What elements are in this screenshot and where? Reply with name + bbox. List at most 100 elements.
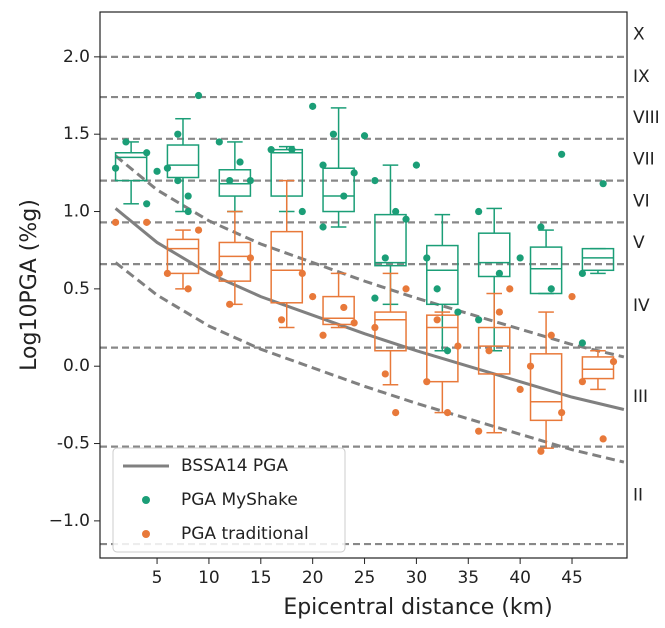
box — [374, 213, 407, 267]
x-tick-label: 45 — [561, 568, 583, 588]
point — [298, 207, 306, 216]
box — [477, 232, 511, 278]
legend-label: PGA MyShake — [181, 490, 298, 510]
box — [529, 353, 563, 422]
bound-line — [114, 154, 625, 359]
point — [537, 447, 545, 455]
x-tick-label: 10 — [198, 568, 220, 588]
intensity-label: X — [633, 24, 645, 44]
point — [475, 207, 483, 216]
point — [340, 303, 348, 312]
point — [246, 176, 255, 185]
legend-box — [112, 447, 346, 553]
point — [194, 226, 203, 234]
point — [495, 269, 503, 277]
point — [184, 192, 192, 200]
point — [143, 200, 151, 208]
point — [516, 254, 524, 262]
box — [218, 241, 252, 282]
x-tick-label: 5 — [152, 568, 163, 588]
point — [371, 176, 379, 185]
point — [143, 218, 151, 226]
box — [529, 246, 563, 295]
point — [226, 176, 234, 185]
point — [111, 164, 120, 172]
point — [516, 385, 524, 394]
point — [578, 378, 586, 386]
legend-swatch — [142, 496, 150, 504]
y-tick-label: 2.0 — [63, 47, 90, 67]
point — [184, 207, 192, 216]
point — [599, 435, 607, 443]
point — [547, 331, 555, 339]
legend-label: PGA traditional — [181, 524, 309, 544]
intensity-label: VII — [633, 150, 655, 170]
point — [475, 427, 483, 435]
point — [163, 269, 172, 277]
point — [485, 347, 493, 355]
bound-line — [114, 261, 625, 464]
box — [374, 311, 407, 352]
box — [166, 144, 200, 179]
point — [309, 293, 317, 301]
point — [350, 319, 358, 327]
box — [426, 244, 459, 306]
point — [184, 285, 192, 293]
point — [537, 223, 545, 231]
point — [319, 223, 327, 231]
point — [443, 347, 452, 355]
intensity-label: III — [633, 387, 648, 407]
y-tick-label: -0.5 — [57, 434, 90, 454]
point — [381, 370, 389, 378]
point — [319, 331, 327, 339]
point — [319, 161, 327, 169]
point — [392, 409, 400, 417]
point — [475, 316, 483, 324]
box — [218, 169, 252, 197]
box — [477, 326, 511, 375]
point — [506, 285, 514, 293]
intensity-label: IX — [633, 67, 650, 87]
point — [360, 132, 369, 140]
point — [350, 169, 358, 177]
point — [402, 285, 410, 293]
point — [392, 207, 400, 216]
point — [153, 167, 161, 175]
point — [226, 300, 234, 308]
point — [288, 146, 296, 154]
point — [558, 409, 566, 417]
point — [443, 409, 452, 417]
y-tick-label: 1.5 — [63, 124, 90, 144]
x-tick-label: 25 — [354, 568, 376, 588]
point — [309, 102, 317, 110]
point — [547, 285, 555, 293]
point — [423, 378, 431, 386]
intensity-label: VI — [633, 191, 650, 211]
y-tick-label: 0.5 — [63, 279, 90, 299]
point — [174, 130, 182, 138]
point — [236, 158, 244, 166]
box — [581, 247, 615, 272]
point — [298, 269, 306, 277]
box — [166, 238, 200, 275]
point — [454, 308, 462, 316]
x-tick-label: 15 — [250, 568, 272, 588]
y-axis-label: Log10PGA (%g) — [17, 199, 42, 371]
point — [143, 149, 151, 157]
y-tick-label: −1.0 — [49, 511, 90, 531]
plot-frame — [99, 11, 628, 559]
x-tick-label: 30 — [406, 568, 428, 588]
x-tick-label: 35 — [457, 568, 479, 588]
point — [454, 342, 462, 350]
legend-label: BSSA14 PGA — [181, 456, 288, 476]
point — [215, 269, 223, 277]
point — [215, 138, 223, 146]
point — [402, 215, 410, 223]
point — [433, 285, 441, 293]
point — [174, 176, 182, 185]
point — [371, 323, 379, 332]
x-axis-label: Epicentral distance (km) — [283, 595, 552, 620]
box — [322, 295, 355, 326]
